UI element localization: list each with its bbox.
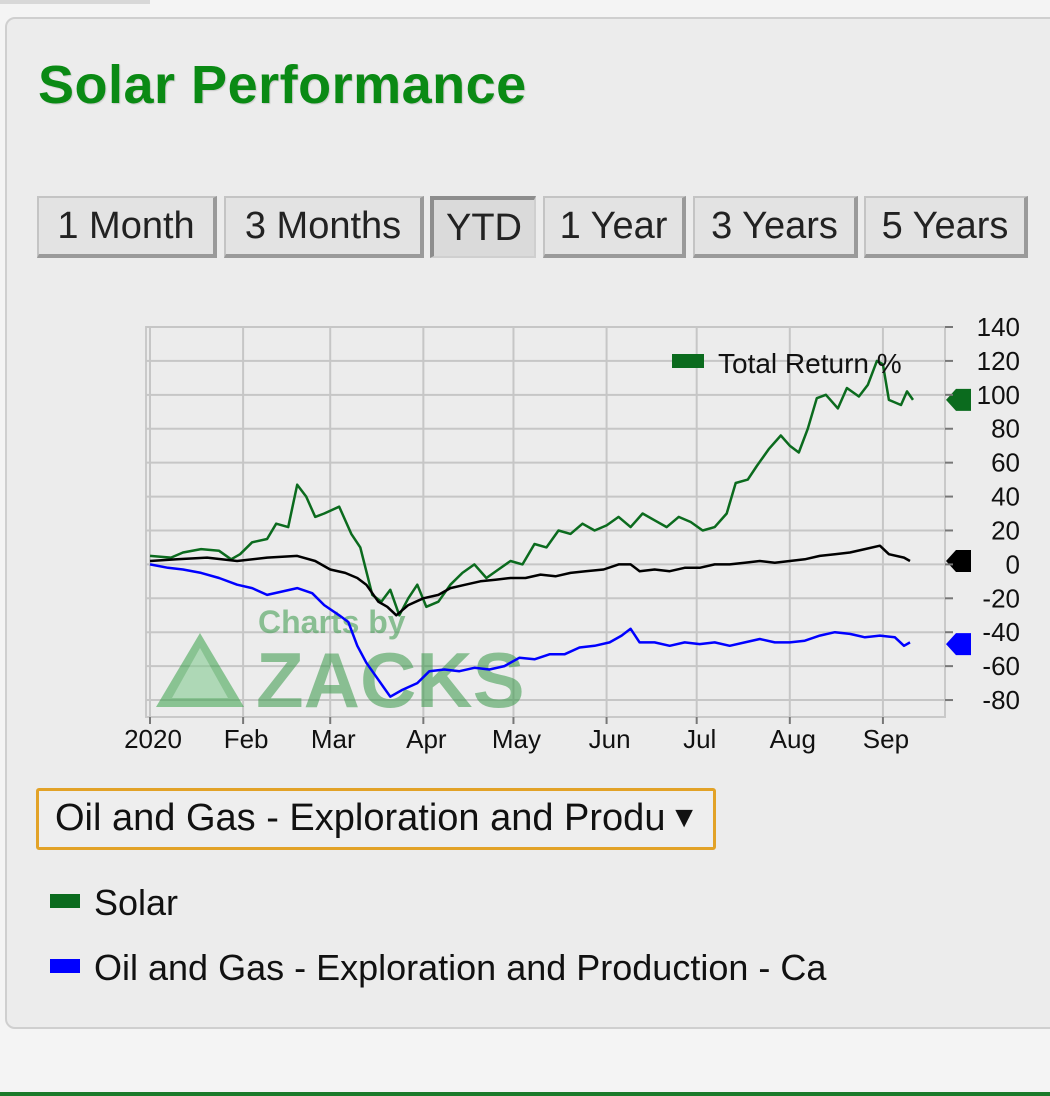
tab-1-month[interactable]: 1 Month	[37, 196, 217, 258]
x-tick-label: 2020	[124, 724, 182, 754]
legend-label-solar: Solar	[94, 882, 179, 923]
y-tick-label: 140	[977, 312, 1020, 342]
last-value-marker-2	[946, 550, 971, 572]
y-tick-label: 80	[991, 414, 1020, 444]
page-title: Solar Performance	[38, 55, 527, 115]
zacks-watermark: Charts by ZACKS	[156, 604, 525, 724]
chart-grid	[146, 326, 945, 717]
x-tick-label: Feb	[224, 724, 269, 754]
x-tick-label: Aug	[770, 724, 816, 754]
x-tick-label: Jun	[589, 724, 631, 754]
x-tick-label: Sep	[863, 724, 909, 754]
y-tick-label: 60	[991, 448, 1020, 478]
series-line-0	[149, 359, 915, 617]
legend-label-oil-gas: Oil and Gas - Exploration and Production…	[94, 947, 827, 988]
y-tick-label: 20	[991, 515, 1020, 545]
x-tick-label: Apr	[406, 724, 447, 754]
legend-total-return: Total Return %	[718, 348, 902, 379]
y-tick-label: 40	[991, 482, 1020, 512]
tab-ytd[interactable]: YTD	[430, 196, 536, 258]
series-line-2	[149, 544, 911, 617]
series-lines	[149, 359, 915, 698]
x-axis: 2020 Feb Mar Apr May Jun Jul Aug Sep	[124, 717, 909, 754]
y-tick-label: -80	[982, 685, 1020, 715]
legend-swatch-solar	[50, 894, 80, 908]
tab-1-year[interactable]: 1 Year	[543, 196, 686, 258]
tab-3-years[interactable]: 3 Years	[693, 196, 858, 258]
top-edge	[0, 0, 150, 4]
chevron-down-icon: ▼	[669, 801, 699, 834]
dropdown-selected-value: Oil and Gas - Exploration and Production…	[55, 797, 665, 839]
bottom-edge	[0, 1092, 1050, 1096]
legend-swatch-oil-gas	[50, 959, 80, 973]
y-tick-label: -60	[982, 651, 1020, 681]
y-tick-label: -20	[982, 583, 1020, 613]
y-tick-label: -40	[982, 617, 1020, 647]
y-tick-label: 100	[977, 380, 1020, 410]
y-tick-label: 120	[977, 346, 1020, 376]
x-tick-label: Mar	[311, 724, 356, 754]
legend-swatch-total-return	[672, 354, 704, 368]
industry-dropdown[interactable]: Oil and Gas - Exploration and Production…	[36, 788, 716, 850]
x-tick-label: May	[492, 724, 541, 754]
series-line-1	[149, 563, 911, 698]
x-tick-label: Jul	[683, 724, 716, 754]
watermark-zacks: ZACKS	[256, 636, 525, 724]
chart-legend: Total Return %	[672, 348, 902, 379]
tab-3-months[interactable]: 3 Months	[224, 196, 424, 258]
tab-5-years[interactable]: 5 Years	[864, 196, 1028, 258]
last-value-marker-0	[946, 388, 971, 411]
last-value-marker-1	[946, 633, 971, 656]
plot-area	[145, 326, 946, 718]
y-tick-label: 0	[1006, 549, 1020, 579]
